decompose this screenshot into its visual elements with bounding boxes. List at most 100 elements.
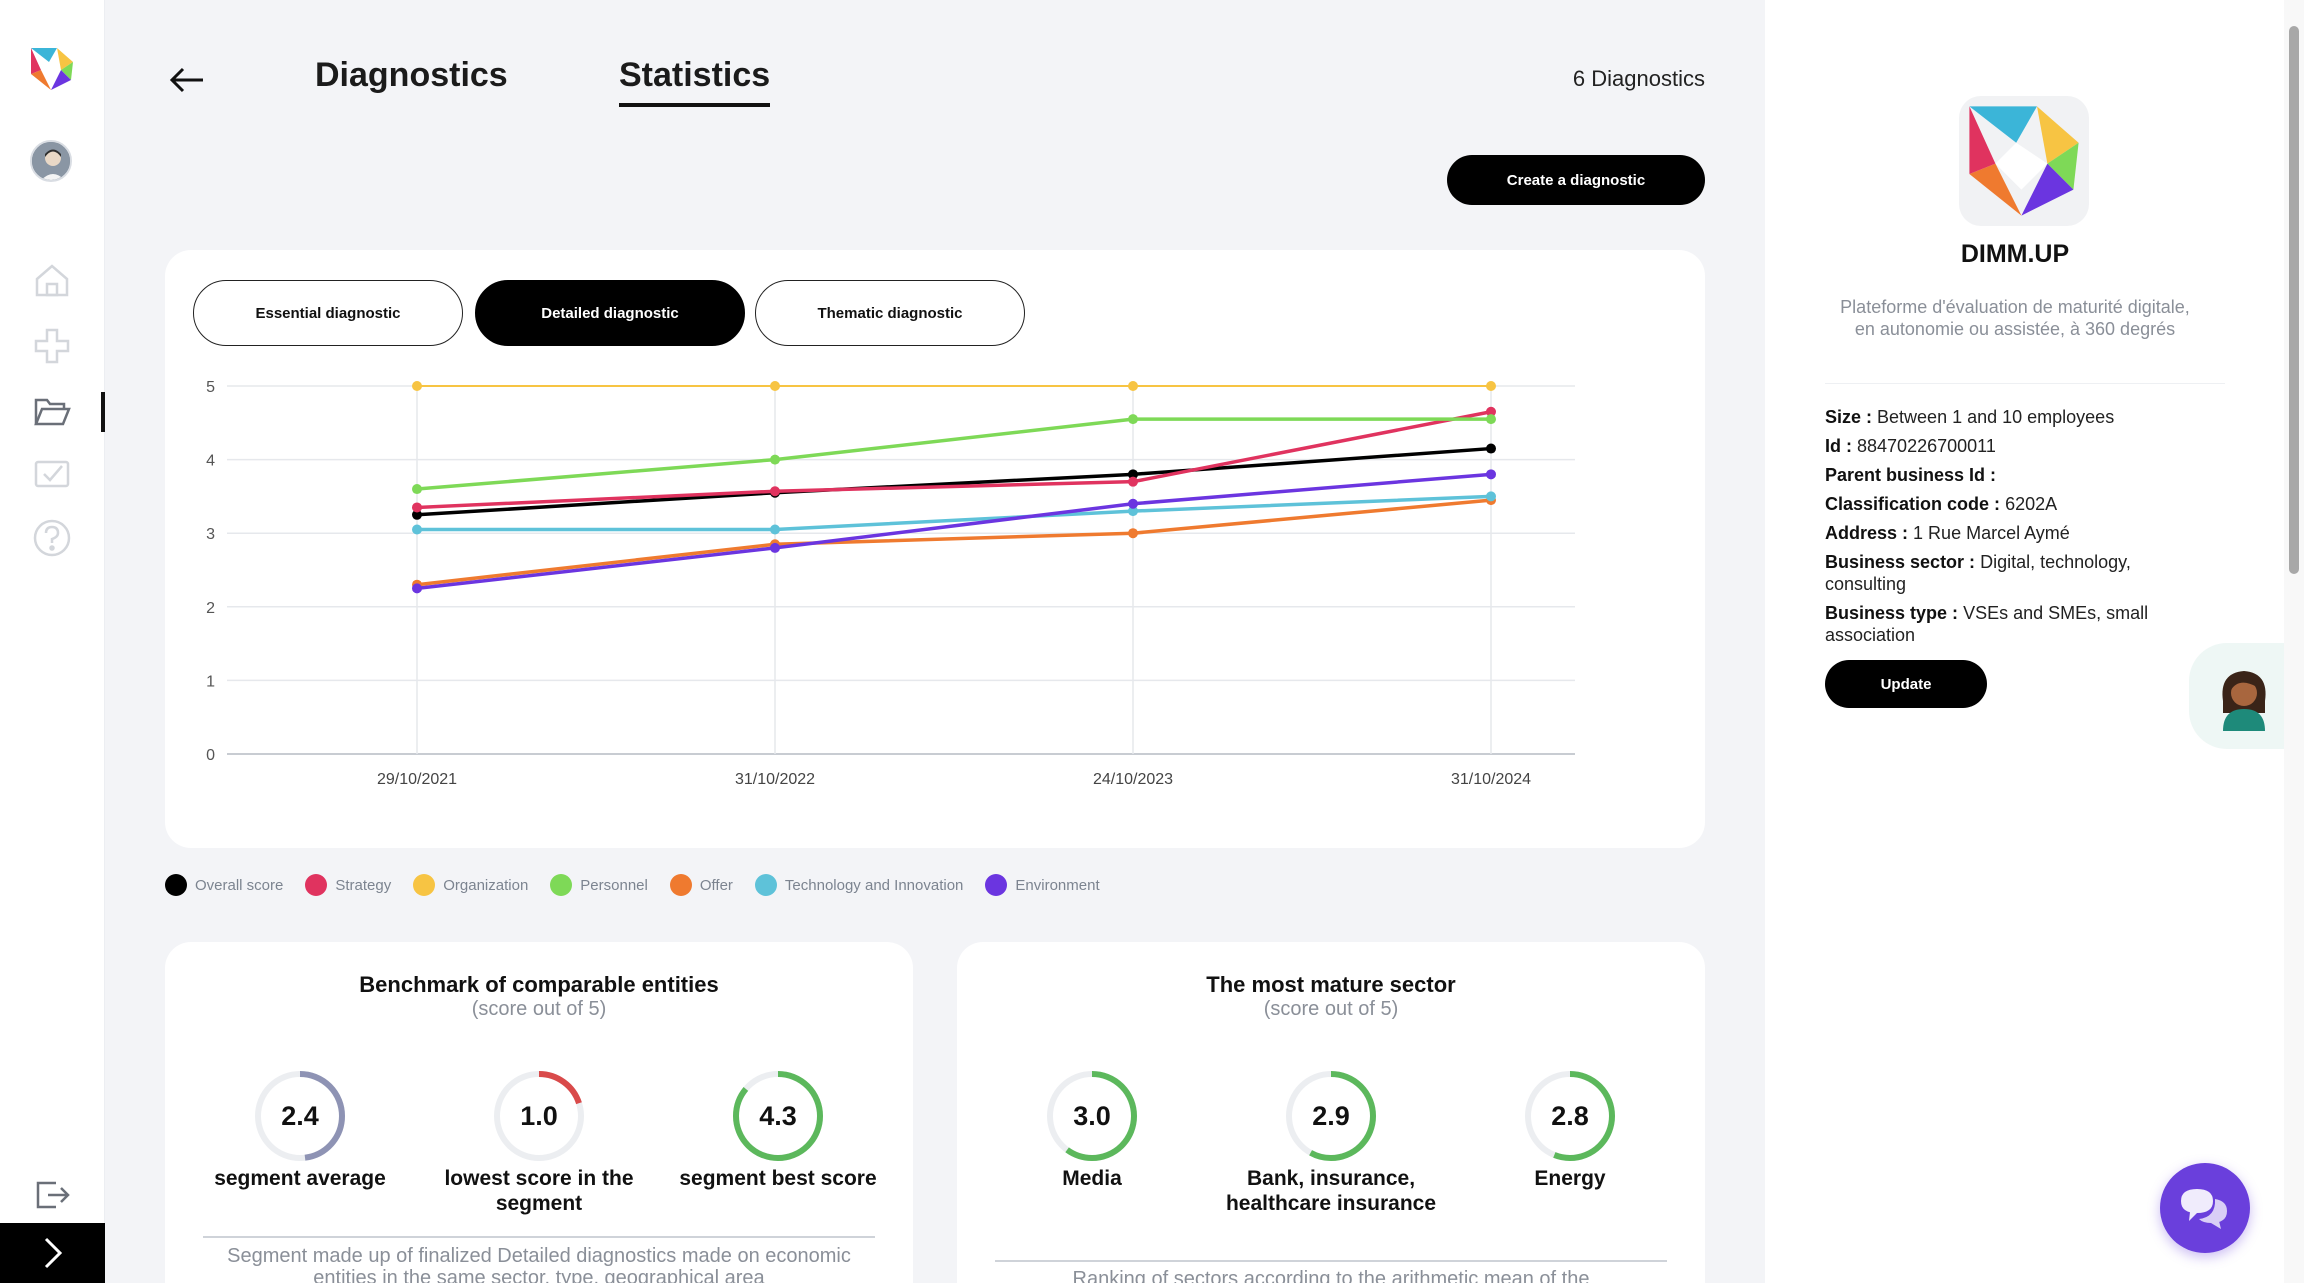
chat-button[interactable]: [2160, 1163, 2250, 1253]
diagnostics-count: 6 Diagnostics: [1572, 66, 1705, 91]
logout-icon[interactable]: [30, 1173, 74, 1217]
user-avatar[interactable]: [30, 140, 72, 182]
legend-label: Overall score: [195, 876, 284, 894]
gauge-ring: [733, 1071, 823, 1161]
gauge-ring: [1047, 1071, 1137, 1161]
gauge-value: 2.9: [1312, 1100, 1350, 1131]
legend-swatch: [165, 874, 187, 896]
data-point: [1128, 381, 1138, 391]
y-tick-label: 3: [206, 526, 215, 543]
data-point: [770, 454, 780, 465]
legend-item[interactable]: Strategy: [305, 874, 391, 896]
benchmark-note: Segment made up of finalized Detailed di…: [227, 1245, 851, 1283]
gauge-segment-average: 2.4 segment average: [190, 1068, 410, 1191]
gauge-arc: [494, 1071, 584, 1161]
x-tick-label: 24/10/2023: [1093, 771, 1173, 788]
gauge-arc: [255, 1071, 345, 1161]
home-icon[interactable]: [30, 258, 74, 302]
company-field-sector: Business sector : Digital, technology, c…: [1825, 552, 2131, 594]
company-panel: DIMM.UP Plateforme d'évaluation de matur…: [1765, 0, 2284, 1283]
legend-item[interactable]: Offer: [669, 874, 733, 896]
left-sidebar: [0, 0, 109, 1283]
series-line: [416, 410, 1492, 510]
y-tick-label: 4: [206, 453, 215, 470]
data-point: [412, 381, 422, 391]
company-field-address: Address : 1 Rue Marcel Aymé: [1825, 523, 2070, 543]
company-name: DIMM.UP: [1960, 240, 2070, 268]
page-scrollbar[interactable]: [2284, 0, 2304, 1283]
filter-thematic-diagnostic[interactable]: Thematic diagnostic: [755, 280, 1025, 346]
filter-essential-diagnostic[interactable]: Essential diagnostic: [193, 280, 463, 346]
data-point: [1128, 469, 1138, 480]
mature-sector-divider: [995, 1260, 1667, 1262]
dimmup-logo-icon: [1969, 106, 2079, 216]
y-tick-label: 0: [206, 747, 215, 764]
sidebar-expand-button[interactable]: [0, 1223, 105, 1283]
x-tick-label: 29/10/2021: [377, 771, 457, 788]
chevron-right-icon: [44, 1237, 62, 1269]
benchmark-card: Benchmark of comparable entities (score …: [165, 942, 913, 1283]
data-point: [1128, 528, 1138, 539]
statistics-chart-card: Essential diagnostic Detailed diagnostic…: [165, 250, 1705, 848]
company-field-classification: Classification code : 6202A: [1825, 494, 2058, 514]
gauge-ring: [1286, 1071, 1376, 1161]
assistant-tab[interactable]: [2189, 643, 2284, 749]
company-field-size: Size : Between 1 and 10 employees: [1825, 407, 2115, 427]
tab-statistics[interactable]: Statistics: [619, 56, 771, 107]
create-diagnostic-button[interactable]: Create a diagnostic: [1447, 155, 1705, 205]
legend-swatch: [669, 874, 692, 896]
gauge-sector-bank: 2.9 Bank, insurance, healthcare insuranc…: [1221, 1068, 1441, 1216]
gauge-label: Media: [1062, 1167, 1122, 1190]
checklist-icon[interactable]: [30, 452, 74, 496]
x-tick-label: 31/10/2024: [1451, 771, 1531, 788]
data-point: [1128, 506, 1138, 517]
y-tick-label: 5: [206, 379, 215, 396]
legend-item[interactable]: Technology and Innovation: [754, 874, 963, 896]
company-info: Size : Between 1 and 10 employees Id : 8…: [1825, 406, 2205, 653]
company-field-parent-id: Parent business Id :: [1825, 465, 1997, 485]
series-line: [416, 498, 1492, 587]
gauge-arc: [1286, 1071, 1376, 1161]
y-tick-label: 1: [206, 673, 215, 690]
tab-diagnostics[interactable]: Diagnostics: [315, 56, 508, 94]
gauge-value: 4.3: [759, 1100, 797, 1131]
data-point: [412, 524, 422, 535]
medical-cross-icon[interactable]: [30, 324, 74, 368]
folder-open-icon[interactable]: [30, 390, 74, 434]
series-line: [416, 472, 1492, 591]
data-point: [1128, 476, 1138, 487]
legend-item[interactable]: Personnel: [550, 874, 648, 896]
legend-swatch: [305, 874, 328, 896]
legend-swatch: [754, 874, 777, 896]
scrollbar-thumb[interactable]: [2289, 26, 2299, 574]
update-company-button[interactable]: Update: [1825, 660, 1987, 708]
data-point: [412, 509, 422, 520]
legend-label: Offer: [699, 876, 733, 894]
data-point: [770, 524, 780, 535]
data-point: [1486, 414, 1496, 425]
filter-detailed-diagnostic[interactable]: Detailed diagnostic: [475, 280, 745, 346]
company-description: Plateforme d'évaluation de maturité digi…: [1840, 297, 2190, 339]
legend-item[interactable]: Overall score: [165, 874, 283, 896]
legend-item[interactable]: Organization: [413, 874, 528, 896]
legend-item[interactable]: Environment: [985, 874, 1100, 896]
data-point: [1486, 469, 1496, 480]
gauge-lowest-score: 1.0 lowest score in the segment: [429, 1068, 649, 1216]
chart-legend: Overall score Strategy Organization Personn…: [165, 874, 1100, 896]
mature-sector-card: The most mature sector (score out of 5) …: [957, 942, 1705, 1283]
data-point: [1128, 498, 1138, 509]
gauge-value: 1.0: [520, 1100, 558, 1131]
company-field-type: Business type : VSEs and SMEs, small ass…: [1825, 603, 2149, 645]
data-point: [412, 502, 422, 513]
gauge-ring: [494, 1071, 584, 1161]
gauge-label: segment average: [214, 1167, 386, 1190]
mature-sector-subtitle: (score out of 5): [1263, 998, 1399, 1020]
back-arrow-button[interactable]: [165, 60, 209, 100]
data-point: [1128, 414, 1138, 425]
legend-label: Personnel: [580, 876, 648, 894]
help-icon[interactable]: [30, 516, 74, 560]
y-tick-label: 2: [206, 600, 215, 617]
gauge-arc: [1047, 1071, 1137, 1161]
dimmup-logo-icon[interactable]: [27, 44, 77, 94]
legend-label: Strategy: [335, 876, 392, 894]
